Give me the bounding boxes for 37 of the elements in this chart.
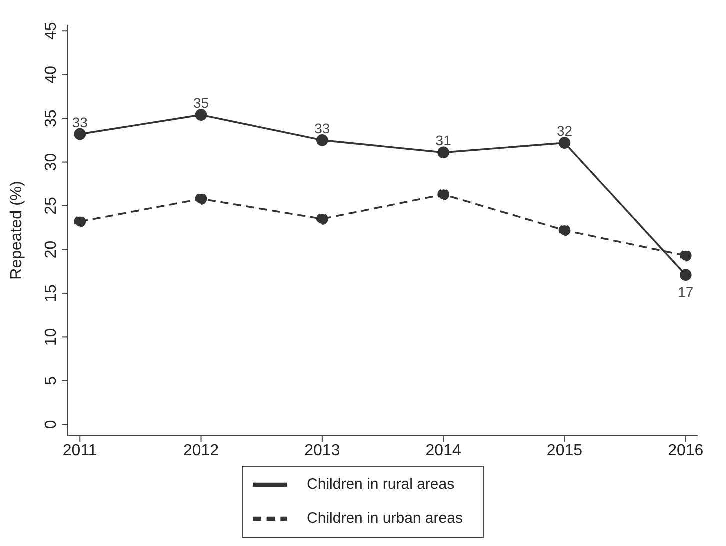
point — [680, 250, 692, 262]
y-tick-label: 10 — [43, 328, 60, 346]
point — [680, 269, 692, 281]
point — [316, 134, 328, 146]
y-tick-label: 45 — [43, 22, 60, 40]
data-label: 33 — [314, 120, 330, 136]
y-axis-title: Repeated (%) — [8, 181, 26, 280]
data-label: 31 — [436, 132, 452, 149]
y-tick-label: 40 — [43, 66, 60, 84]
data-label: 35 — [193, 95, 210, 112]
point — [438, 188, 450, 201]
x-tick-label: 2011 — [62, 442, 98, 460]
y-tick-label: 20 — [43, 240, 60, 259]
point — [74, 128, 86, 140]
y-tick-label: 30 — [43, 153, 60, 172]
x-tick-label: 2014 — [426, 442, 462, 460]
point — [438, 146, 450, 159]
y-tick-label: 0 — [43, 420, 60, 430]
point — [195, 109, 208, 121]
point — [195, 193, 208, 205]
point — [558, 137, 571, 149]
y-tick-label: 25 — [43, 197, 60, 215]
x-tick-label: 2012 — [183, 442, 220, 460]
legend-label: Children in rural areas — [307, 476, 455, 493]
point — [316, 213, 328, 226]
y-tick-label: 5 — [43, 376, 60, 386]
y-tick-label: 35 — [43, 110, 60, 128]
point — [74, 216, 86, 228]
legend-label: Children in urban areas — [307, 510, 463, 527]
x-tick-label: 2015 — [546, 442, 583, 460]
point — [558, 224, 571, 236]
data-label: 33 — [72, 114, 88, 130]
y-tick-label: 15 — [43, 284, 60, 302]
x-tick-label: 2016 — [668, 442, 704, 460]
data-label: 32 — [556, 123, 573, 140]
data-label: 17 — [678, 284, 694, 300]
x-tick-label: 2013 — [304, 442, 340, 460]
